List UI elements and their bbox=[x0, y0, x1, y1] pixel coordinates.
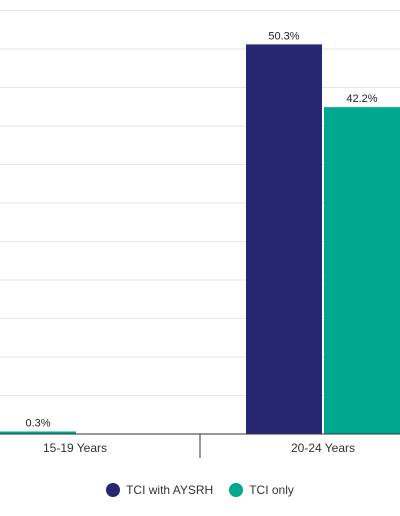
legend-swatch-tci-only bbox=[229, 483, 244, 497]
data-label-0-1: 0.3% bbox=[25, 418, 50, 430]
x-tick-label-1: 20-24 Years bbox=[291, 441, 355, 455]
data-label-1-0: 50.3% bbox=[268, 30, 299, 42]
bar-1-1 bbox=[324, 107, 400, 434]
legend-item-tci-only[interactable]: TCI only bbox=[229, 483, 294, 497]
legend-label-tci-with-aysrh: TCI with AYSRH bbox=[126, 483, 214, 497]
legend-swatch-tci-with-aysrh bbox=[106, 483, 121, 497]
x-tick-label-0: 15-19 Years bbox=[43, 441, 107, 455]
x-tick-labels: 15-19 Years 20-24 Years bbox=[43, 441, 355, 455]
bars bbox=[0, 44, 400, 435]
data-label-1-1: 42.2% bbox=[346, 93, 377, 105]
data-labels: 0.4%0.3%50.3%42.2% bbox=[25, 30, 377, 430]
bar-1-0 bbox=[246, 44, 322, 435]
gridlines bbox=[0, 10, 400, 435]
legend-item-tci-with-aysrh[interactable]: TCI with AYSRH bbox=[106, 483, 213, 497]
legend: TCI with AYSRH TCI only bbox=[0, 480, 400, 500]
bar-0-1 bbox=[0, 431, 76, 434]
legend-label-tci-only: TCI only bbox=[249, 483, 294, 497]
